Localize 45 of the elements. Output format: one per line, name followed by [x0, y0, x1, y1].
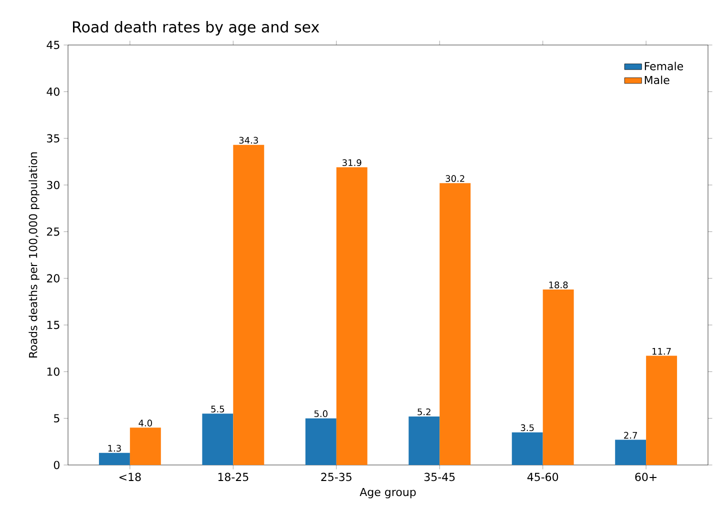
- legend-label: Female: [644, 62, 684, 70]
- y-tick-label: 20: [47, 274, 60, 282]
- y-tick-label: 10: [47, 368, 60, 376]
- y-tick-label: 5: [54, 414, 60, 422]
- data-label: 31.9: [342, 159, 362, 166]
- x-tick-label: 25-35: [321, 472, 352, 482]
- data-label: 5.5: [211, 406, 224, 412]
- data-label: 4.0: [138, 420, 152, 426]
- bar: [646, 356, 678, 465]
- data-label: 34.3: [239, 136, 258, 144]
- data-label: 30.2: [446, 175, 464, 182]
- y-tick-label: 25: [47, 228, 60, 236]
- data-label: 2.7: [624, 432, 637, 439]
- y-axis-title: Roads deaths per 100,000 population: [28, 152, 40, 358]
- bar: [615, 440, 646, 465]
- x-tick-label: 60+: [635, 472, 656, 482]
- data-label: 3.5: [520, 424, 534, 432]
- y-tick-label: 40: [46, 88, 60, 96]
- bar: [202, 414, 234, 465]
- x-tick-label: 18-25: [218, 472, 248, 482]
- bar: [440, 183, 471, 465]
- data-label: 11.7: [652, 348, 671, 355]
- bar: [233, 144, 264, 465]
- x-tick-label: 35-45: [424, 472, 455, 482]
- data-label: 1.3: [108, 444, 121, 452]
- bar: [512, 432, 543, 465]
- bar: [542, 290, 574, 465]
- bar: [408, 416, 440, 465]
- y-tick-label: 45: [46, 40, 60, 50]
- data-label: 18.8: [549, 282, 568, 288]
- y-tick-label: 15: [47, 320, 60, 330]
- chart-title: Road death rates by age and sex: [73, 20, 320, 36]
- y-tick-label: 30: [47, 180, 60, 190]
- data-label: 5.0: [314, 410, 328, 418]
- x-axis-title: Age group: [360, 488, 416, 498]
- bar: [336, 167, 368, 465]
- bar: [98, 452, 130, 465]
- bar: [130, 428, 161, 465]
- y-tick-label: 0: [54, 460, 60, 470]
- bar: [305, 418, 336, 465]
- legend-label: Male: [644, 76, 670, 84]
- y-tick-label: 35: [47, 134, 60, 142]
- x-tick-label: 45-60: [527, 472, 558, 482]
- data-label: 5.2: [418, 408, 430, 416]
- x-tick-label: <18: [119, 472, 141, 482]
